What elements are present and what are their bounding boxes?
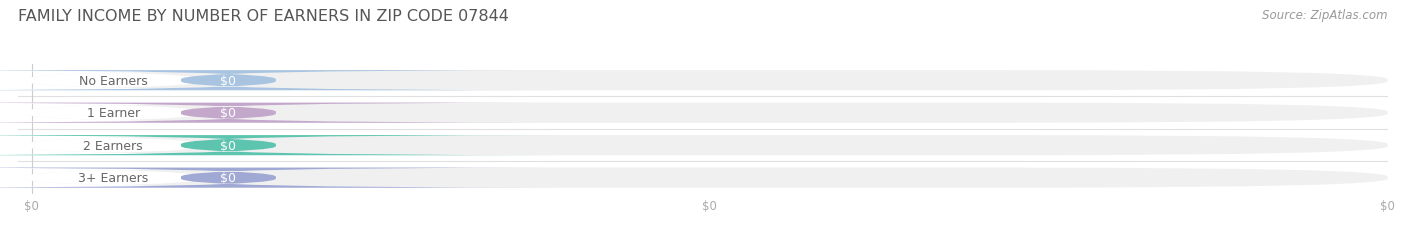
FancyBboxPatch shape	[0, 168, 561, 188]
Text: 1 Earner: 1 Earner	[87, 107, 139, 120]
Text: 2 Earners: 2 Earners	[83, 139, 143, 152]
FancyBboxPatch shape	[0, 103, 405, 123]
FancyBboxPatch shape	[0, 168, 405, 188]
Text: $0: $0	[221, 139, 236, 152]
Text: 3+ Earners: 3+ Earners	[79, 171, 148, 184]
Text: $0: $0	[221, 171, 236, 184]
FancyBboxPatch shape	[25, 168, 1388, 188]
FancyBboxPatch shape	[25, 103, 1388, 123]
FancyBboxPatch shape	[25, 136, 1388, 155]
Text: $0: $0	[221, 74, 236, 87]
Text: No Earners: No Earners	[79, 74, 148, 87]
FancyBboxPatch shape	[0, 71, 561, 91]
FancyBboxPatch shape	[0, 136, 405, 155]
FancyBboxPatch shape	[0, 103, 561, 123]
FancyBboxPatch shape	[0, 71, 405, 91]
FancyBboxPatch shape	[25, 71, 1388, 91]
FancyBboxPatch shape	[0, 136, 561, 155]
Text: FAMILY INCOME BY NUMBER OF EARNERS IN ZIP CODE 07844: FAMILY INCOME BY NUMBER OF EARNERS IN ZI…	[18, 9, 509, 24]
Text: Source: ZipAtlas.com: Source: ZipAtlas.com	[1263, 9, 1388, 22]
Text: $0: $0	[221, 107, 236, 120]
